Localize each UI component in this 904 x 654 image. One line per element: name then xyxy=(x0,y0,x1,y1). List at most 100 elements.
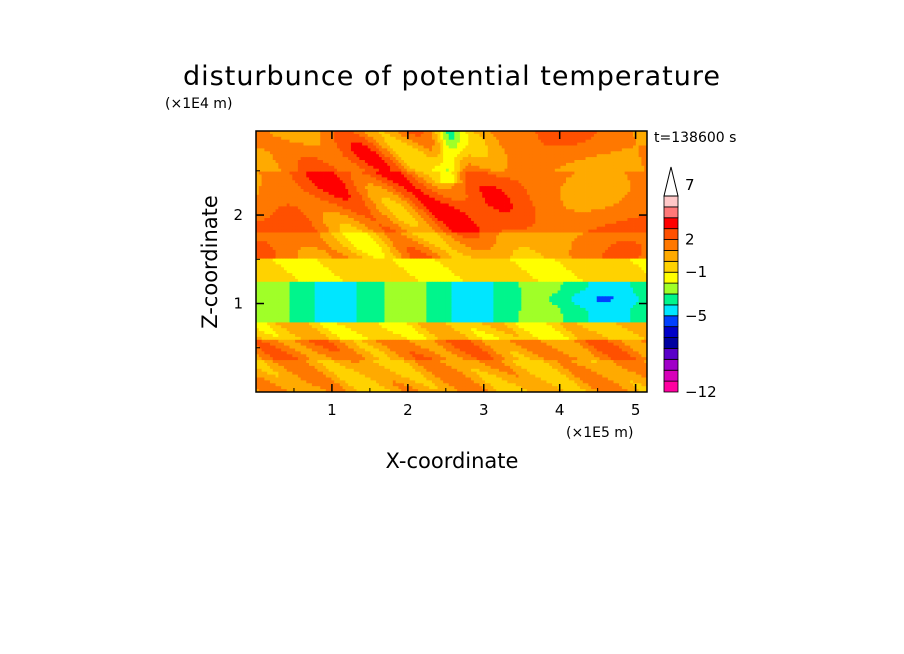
contour-cell xyxy=(630,151,634,155)
contour-cell xyxy=(314,136,318,141)
contour-cell xyxy=(336,174,341,178)
contour-cell xyxy=(362,206,366,210)
contour-cell xyxy=(521,142,525,146)
contour-cell xyxy=(574,218,578,222)
contour-cell xyxy=(588,165,592,170)
contour-cell xyxy=(401,160,405,164)
contour-cell xyxy=(431,223,436,228)
contour-cell xyxy=(281,139,285,143)
contour-cell xyxy=(459,151,464,155)
contour-cell xyxy=(566,212,570,216)
contour-cell xyxy=(286,162,290,167)
contour-cell xyxy=(451,148,455,152)
contour-cell xyxy=(549,183,553,187)
contour-cell xyxy=(571,215,575,219)
contour-cell xyxy=(356,212,360,216)
contour-cell xyxy=(409,160,413,164)
contour-cell xyxy=(560,157,564,161)
contour-cell xyxy=(526,229,531,233)
contour-cell xyxy=(496,209,500,213)
contour-cell xyxy=(540,194,545,199)
contour-cell xyxy=(479,160,483,164)
contour-cell xyxy=(376,191,380,196)
contour-cell xyxy=(283,226,288,230)
contour-cell xyxy=(437,226,441,230)
contour-cell xyxy=(364,177,369,181)
contour-cell xyxy=(256,162,260,167)
contour-cell xyxy=(641,174,645,178)
contour-cell xyxy=(395,165,399,170)
contour-cell xyxy=(641,183,645,187)
contour-cell xyxy=(350,200,355,204)
contour-cell xyxy=(571,133,575,138)
contour-cell xyxy=(275,186,279,190)
contour-cell xyxy=(554,177,559,181)
contour-cell xyxy=(529,174,533,178)
contour-cell xyxy=(331,229,335,233)
contour-cell xyxy=(295,218,299,222)
contour-cell xyxy=(574,189,578,193)
contour-cell xyxy=(359,174,363,178)
contour-cell xyxy=(465,148,469,152)
contour-cell xyxy=(498,212,503,216)
contour-cell xyxy=(297,226,302,230)
contour-cell xyxy=(423,131,427,135)
contour-cell xyxy=(566,157,570,161)
contour-cell xyxy=(392,200,397,204)
contour-cell xyxy=(314,171,318,175)
contour-cell xyxy=(314,186,318,190)
contour-cell xyxy=(269,151,274,155)
contour-cell xyxy=(540,183,545,187)
contour-cell xyxy=(286,157,290,161)
contour-cell xyxy=(303,180,307,184)
contour-cell xyxy=(490,200,494,204)
contour-cell xyxy=(367,209,371,213)
contour-cell xyxy=(412,145,416,149)
contour-cell xyxy=(482,209,486,213)
contour-cell xyxy=(362,162,366,167)
contour-cell xyxy=(482,200,486,204)
contour-cell xyxy=(378,186,383,190)
contour-cell xyxy=(582,215,586,219)
contour-cell xyxy=(342,168,346,172)
contour-cell xyxy=(644,189,647,193)
contour-cell xyxy=(496,183,500,187)
contour-cell xyxy=(535,203,539,207)
contour-cell xyxy=(635,168,640,172)
contour-cell xyxy=(633,136,637,141)
contour-cell xyxy=(395,194,399,199)
contour-cell xyxy=(549,206,553,210)
contour-cell xyxy=(546,171,550,175)
contour-cell xyxy=(457,157,461,161)
contour-cell xyxy=(309,168,313,172)
contour-cell xyxy=(345,162,349,167)
contour-cell xyxy=(392,226,397,230)
contour-cell xyxy=(412,197,416,201)
contour-cell xyxy=(258,177,262,181)
contour-cell xyxy=(404,220,408,225)
contour-cell xyxy=(621,154,626,158)
contour-cell xyxy=(638,142,642,146)
contour-cell xyxy=(635,160,640,164)
contour-cell xyxy=(635,174,640,178)
contour-cell xyxy=(409,232,413,236)
contour-cell xyxy=(579,139,584,143)
contour-cell xyxy=(362,215,366,219)
contour-cell xyxy=(395,226,399,230)
contour-cell xyxy=(538,136,542,141)
contour-cell xyxy=(275,157,279,161)
contour-cell xyxy=(549,180,553,184)
contour-cell xyxy=(487,215,491,219)
contour-cell xyxy=(364,212,369,216)
contour-cell xyxy=(554,220,559,225)
contour-cell xyxy=(406,174,410,178)
contour-cell xyxy=(566,215,570,219)
contour-cell xyxy=(311,131,316,135)
contour-cell xyxy=(314,194,318,199)
contour-cell xyxy=(574,183,578,187)
contour-cell xyxy=(345,160,349,164)
contour-cell xyxy=(392,220,397,225)
contour-cell xyxy=(339,162,343,167)
contour-cell xyxy=(309,232,313,236)
contour-cell xyxy=(303,151,307,155)
